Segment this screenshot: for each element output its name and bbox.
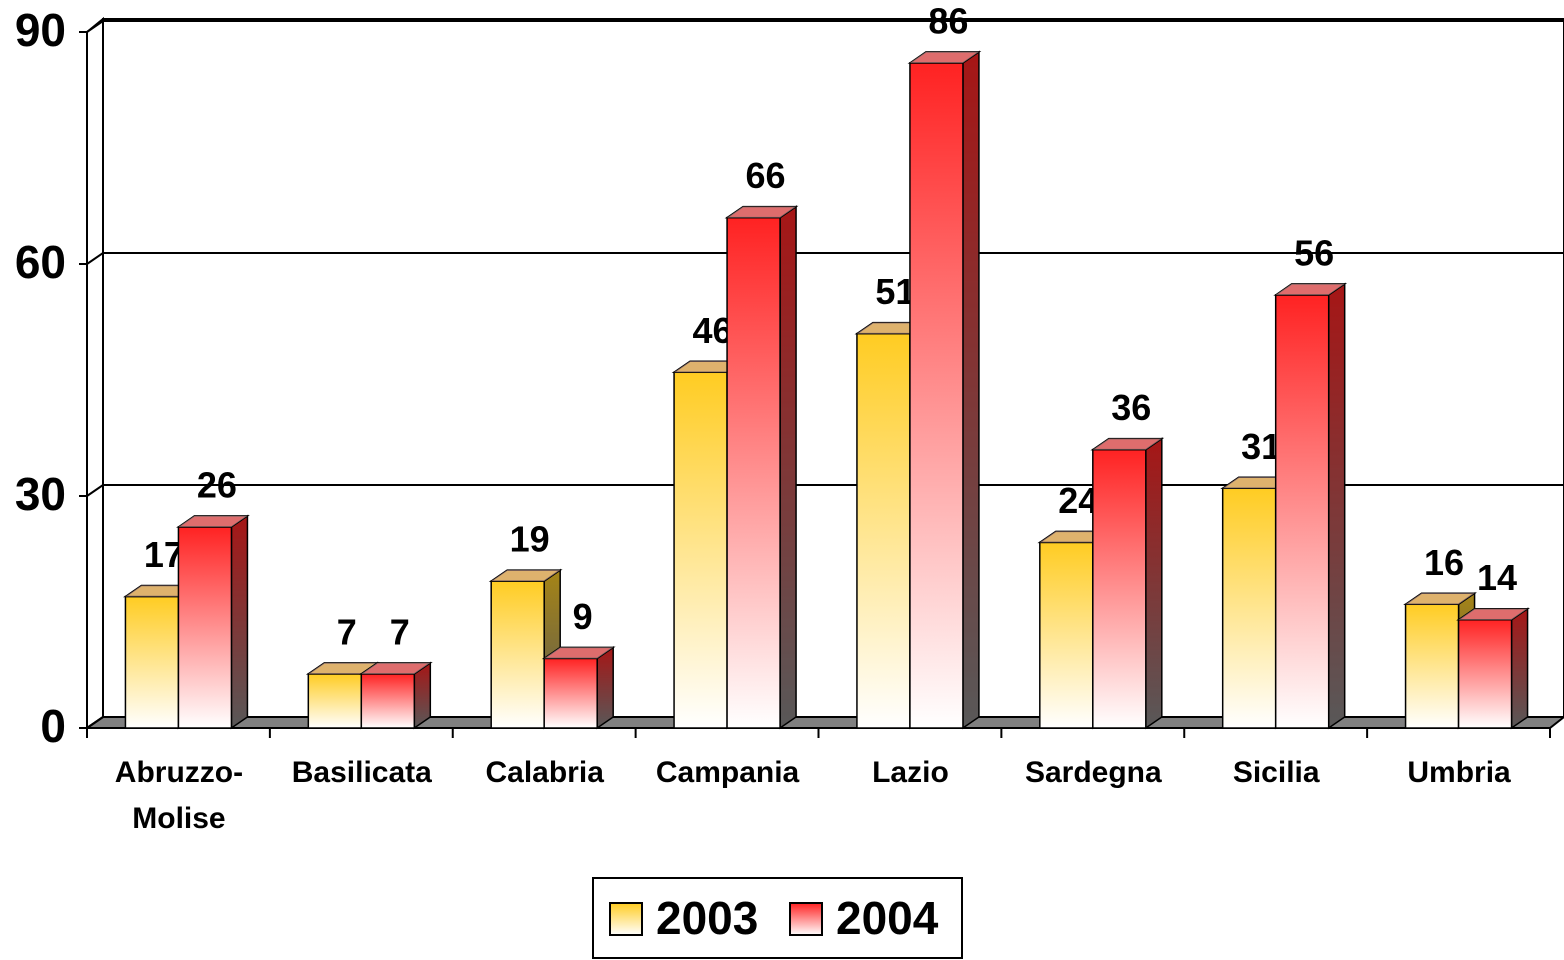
y-tick-label: 30 bbox=[15, 468, 66, 520]
bar bbox=[360, 673, 416, 729]
x-tick-label: Umbria bbox=[1407, 756, 1511, 789]
bar-top-shade bbox=[727, 206, 797, 218]
data-label: 16 bbox=[1424, 542, 1464, 583]
bar-top-shade bbox=[674, 361, 744, 373]
bar bbox=[543, 657, 598, 729]
data-label: 9 bbox=[573, 596, 593, 637]
data-label: 51 bbox=[875, 271, 915, 312]
x-tick-label: Lazio bbox=[872, 756, 949, 789]
bar bbox=[1221, 487, 1277, 729]
bar-group bbox=[176, 514, 250, 730]
bar-top-shade bbox=[856, 322, 926, 334]
bar-top-shade bbox=[308, 662, 378, 674]
bar-side-shade bbox=[414, 662, 431, 728]
bar bbox=[909, 62, 964, 729]
bar-group bbox=[541, 645, 616, 730]
data-label: 46 bbox=[693, 310, 733, 351]
side-wall bbox=[86, 16, 104, 730]
x-tick-label: Campania bbox=[655, 756, 800, 789]
data-label: 86 bbox=[928, 0, 968, 41]
legend-label: 2004 bbox=[836, 892, 939, 944]
bar-group bbox=[358, 661, 433, 730]
bar-top-shade bbox=[544, 647, 614, 659]
bar bbox=[1457, 618, 1513, 729]
legend-box bbox=[592, 877, 963, 959]
y-tick-label: 90 bbox=[15, 4, 66, 56]
bar-side-shade bbox=[962, 51, 979, 728]
bar-side-shade bbox=[1511, 608, 1528, 728]
x-tick-label: Sicilia bbox=[1232, 756, 1320, 789]
bar-group bbox=[724, 205, 799, 730]
data-label: 14 bbox=[1477, 557, 1517, 598]
x-tick-label: Abruzzo-Molise bbox=[114, 756, 244, 835]
legend-swatch bbox=[789, 902, 823, 936]
bar-top-shade bbox=[1458, 608, 1528, 620]
bar-top-shade bbox=[1039, 531, 1109, 543]
bar bbox=[490, 580, 545, 729]
bar bbox=[124, 595, 180, 729]
bar-top-shade bbox=[125, 585, 195, 597]
bar-group bbox=[907, 50, 982, 730]
data-label: 19 bbox=[510, 519, 550, 560]
bar-top-shade bbox=[491, 570, 561, 582]
data-label: 24 bbox=[1058, 480, 1098, 521]
grid-line bbox=[86, 20, 1564, 33]
bar bbox=[1274, 294, 1330, 729]
bar bbox=[1039, 541, 1094, 729]
bar-side-shade bbox=[1328, 283, 1345, 728]
data-label: 66 bbox=[746, 155, 786, 196]
bar-top-shade bbox=[1405, 593, 1475, 605]
data-label: 56 bbox=[1294, 232, 1334, 273]
x-tick-label: Sardegna bbox=[1024, 756, 1162, 789]
bar-side-shade bbox=[231, 515, 248, 728]
data-label: 17 bbox=[144, 534, 184, 575]
bar-top-shade bbox=[178, 515, 248, 527]
legend-swatch bbox=[609, 902, 643, 936]
bar-side-shade bbox=[1145, 438, 1162, 728]
data-label: 7 bbox=[390, 611, 410, 652]
bar bbox=[1404, 603, 1460, 729]
bar-top-shade bbox=[361, 662, 431, 674]
x-tick-label: Basilicata bbox=[291, 756, 432, 789]
bar bbox=[726, 216, 781, 729]
bar-group bbox=[1273, 282, 1348, 730]
y-tick-label: 0 bbox=[40, 700, 66, 752]
legend: 2003 2004 bbox=[592, 877, 963, 959]
data-label: 7 bbox=[337, 611, 357, 652]
x-tick-label: Calabria bbox=[485, 756, 604, 789]
grid-line bbox=[86, 252, 1564, 265]
bar-group bbox=[1090, 437, 1165, 730]
bar bbox=[673, 371, 728, 729]
bar-top-shade bbox=[1092, 438, 1162, 450]
bar-group bbox=[1456, 607, 1530, 730]
bar-top-shade bbox=[909, 51, 979, 63]
y-tick-label: 60 bbox=[15, 236, 66, 288]
bar-side-shade bbox=[780, 206, 797, 729]
bar bbox=[307, 673, 363, 729]
bar bbox=[856, 332, 911, 729]
bar bbox=[1092, 448, 1147, 729]
data-label: 26 bbox=[197, 464, 237, 505]
bar-top-shade bbox=[1275, 283, 1345, 295]
bar bbox=[177, 526, 233, 729]
legend-label: 2003 bbox=[656, 892, 758, 944]
data-label: 31 bbox=[1241, 426, 1281, 467]
grid-line bbox=[86, 484, 1564, 497]
bar-side-shade bbox=[597, 647, 614, 728]
data-label: 36 bbox=[1111, 387, 1151, 428]
bar-top-shade bbox=[1222, 477, 1292, 489]
